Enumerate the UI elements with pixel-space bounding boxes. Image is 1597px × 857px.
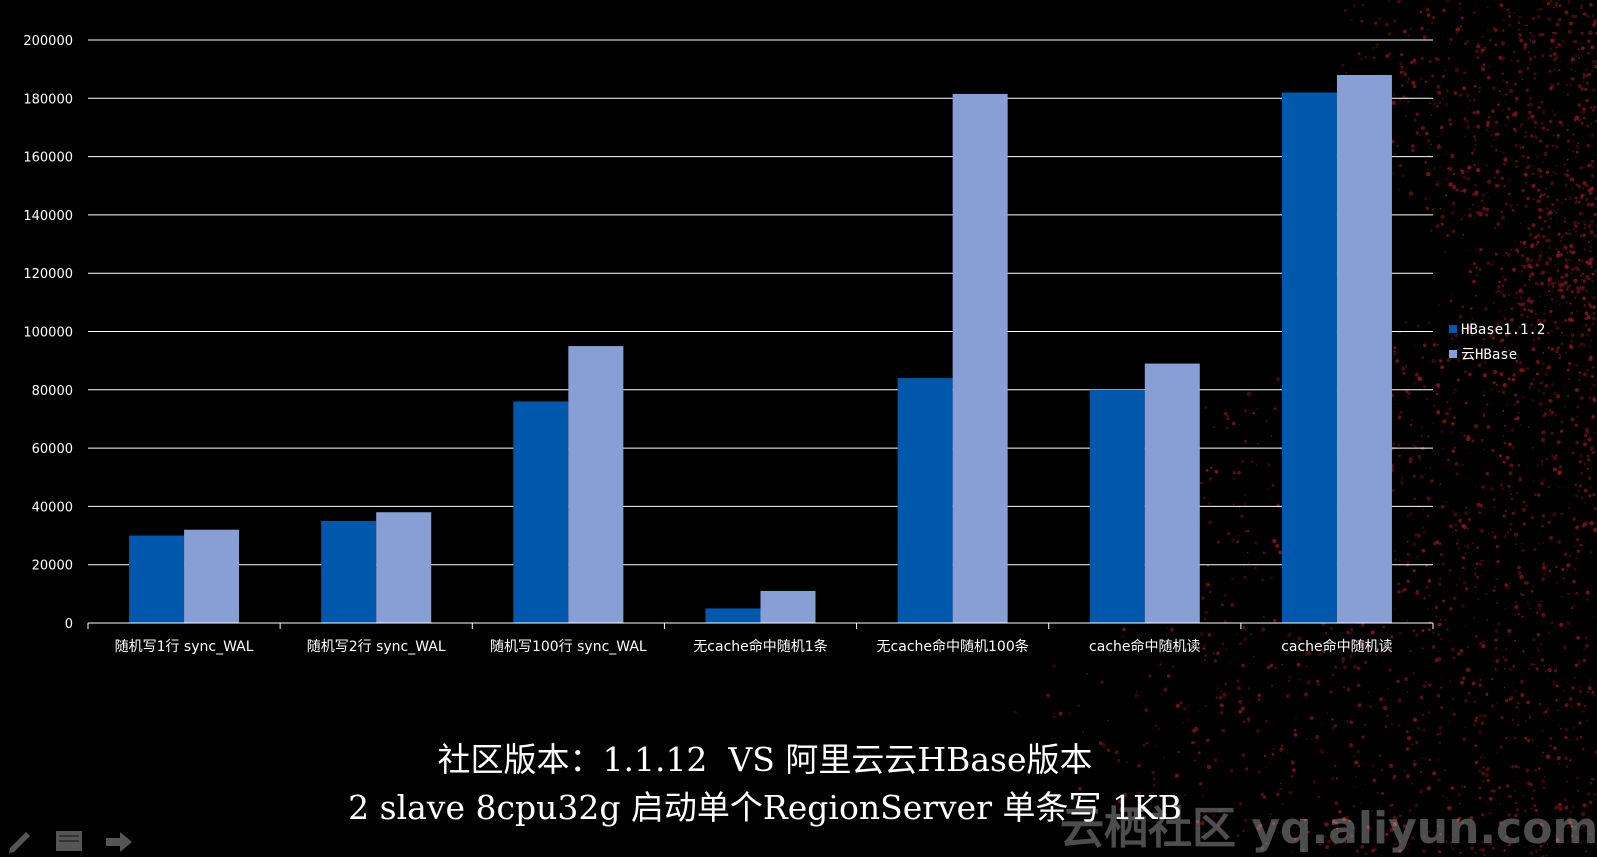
bar-1-4 (705, 608, 761, 623)
x-tick-label: 随机写2行 sync_WAL (307, 639, 446, 655)
y-tick-label: 80000 (32, 384, 73, 399)
x-axis (87, 622, 1434, 629)
y-tick-label: 100000 (23, 326, 73, 341)
bar-1-6 (1089, 389, 1145, 623)
bar-2-3 (568, 346, 624, 623)
watermark: 云栖社区 yq.aliyun.com (1060, 803, 1597, 854)
bars (129, 74, 1392, 624)
x-tick-label: 无cache命中随机100条 (877, 638, 1029, 655)
bar-1-2 (321, 520, 377, 623)
y-axis-ticks: 0 20000 40000 60000 80000 100000 120000 140000 1… (23, 34, 73, 632)
x-tick-label: cache命中随机读 (1281, 638, 1392, 655)
bar-2-5 (952, 93, 1008, 624)
legend-label-1: HBase1.1.2 (1461, 322, 1545, 338)
legend-swatch-1 (1449, 325, 1457, 333)
x-axis-labels: 随机写1行 sync_WAL 随机写2行 sync_WAL 随机写100行 sync… (115, 638, 1393, 655)
bar-2-4 (760, 590, 816, 623)
y-tick-label: 0 (65, 617, 73, 632)
x-tick-label: 无cache命中随机1条 (693, 638, 827, 655)
pen-icon[interactable] (9, 832, 30, 853)
y-tick-label: 40000 (32, 500, 73, 515)
x-tick-label: 随机写100行 sync_WAL (490, 639, 647, 655)
y-tick-label: 120000 (23, 267, 73, 282)
y-tick-label: 20000 (32, 559, 73, 574)
caption-line-1: 社区版本：1.1.12 VS 阿里云云HBase版本 (437, 740, 1093, 779)
caption-line-2: 2 slave 8cpu32g 启动单个RegionServer 单条写 1KB (348, 788, 1182, 827)
y-tick-label: 140000 (23, 209, 73, 224)
y-tick-label: 60000 (32, 442, 73, 457)
arrow-icon[interactable] (106, 832, 132, 852)
x-tick-label: cache命中随机读 (1089, 638, 1200, 655)
bar-1-3 (513, 401, 569, 623)
bar-1-7 (1281, 92, 1337, 624)
legend-label-2: 云HBase (1461, 347, 1517, 363)
bar-1-5 (897, 378, 953, 623)
slideshow-toolbar (9, 831, 132, 853)
legend: HBase1.1.2 云HBase (1449, 322, 1545, 363)
slides-icon[interactable] (56, 831, 82, 851)
bar-1-1 (129, 535, 185, 623)
bar-2-7 (1336, 74, 1392, 624)
x-tick-label: 随机写1行 sync_WAL (115, 639, 254, 655)
y-tick-label: 180000 (23, 92, 73, 107)
y-tick-label: 200000 (23, 34, 73, 49)
y-tick-label: 160000 (23, 151, 73, 166)
bar-2-1 (184, 529, 240, 623)
bar-2-6 (1144, 363, 1200, 623)
gridlines (88, 39, 1433, 566)
bar-2-2 (376, 512, 432, 623)
legend-swatch-2 (1449, 350, 1457, 358)
